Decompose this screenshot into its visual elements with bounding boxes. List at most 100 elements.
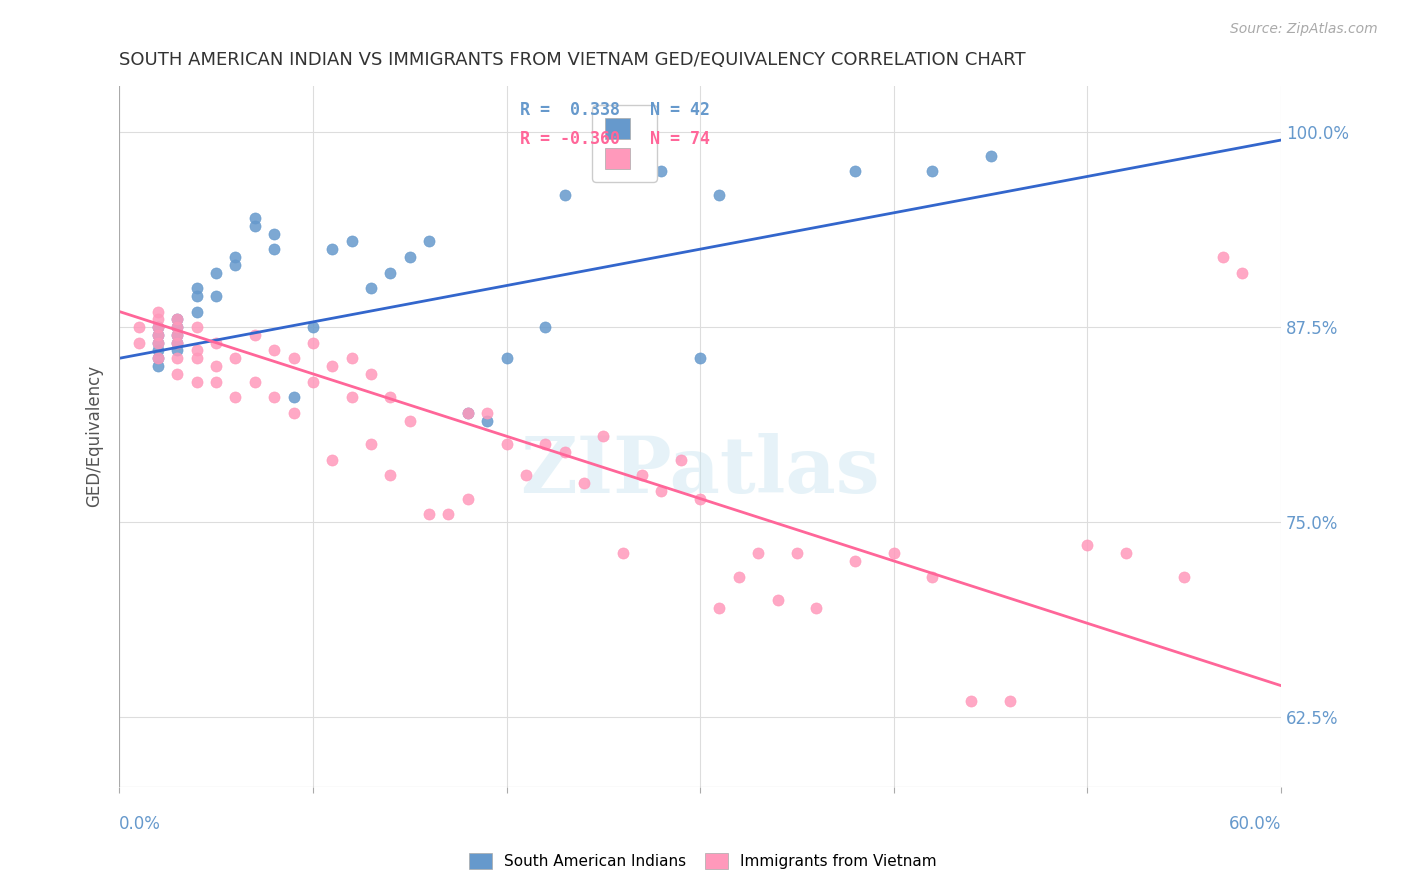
Point: [727, 569, 749, 583]
Point: [554, 187, 576, 202]
Point: [921, 164, 943, 178]
Point: [360, 437, 382, 451]
Point: [186, 304, 208, 318]
Point: [495, 351, 517, 366]
Text: ZIPatlas: ZIPatlas: [520, 434, 880, 509]
Point: [166, 343, 188, 358]
Point: [321, 359, 343, 373]
Point: [283, 406, 305, 420]
Point: [398, 414, 420, 428]
Point: [224, 390, 246, 404]
Point: [166, 335, 188, 350]
Point: [243, 219, 266, 233]
Point: [980, 149, 1002, 163]
Point: [418, 235, 440, 249]
Point: [166, 335, 188, 350]
Point: [166, 320, 188, 334]
Point: [166, 312, 188, 326]
Point: [340, 351, 363, 366]
Point: [689, 351, 711, 366]
Point: [592, 429, 614, 443]
Point: [146, 351, 169, 366]
Y-axis label: GED/Equivalency: GED/Equivalency: [86, 365, 103, 508]
Point: [205, 266, 228, 280]
Point: [709, 187, 731, 202]
Point: [146, 343, 169, 358]
Point: [166, 327, 188, 342]
Point: [283, 390, 305, 404]
Point: [186, 281, 208, 295]
Point: [166, 367, 188, 381]
Point: [572, 475, 595, 490]
Point: [360, 281, 382, 295]
Point: [186, 375, 208, 389]
Point: [263, 227, 285, 241]
Legend: South American Indians, Immigrants from Vietnam: South American Indians, Immigrants from …: [463, 847, 943, 875]
Point: [146, 320, 169, 334]
Point: [146, 335, 169, 350]
Point: [534, 320, 557, 334]
Text: Source: ZipAtlas.com: Source: ZipAtlas.com: [1230, 22, 1378, 37]
Text: 60.0%: 60.0%: [1229, 815, 1281, 833]
Point: [380, 468, 402, 483]
Point: [340, 390, 363, 404]
Point: [224, 250, 246, 264]
Point: [457, 406, 479, 420]
Point: [1212, 250, 1234, 264]
Point: [128, 335, 150, 350]
Point: [321, 242, 343, 256]
Point: [263, 242, 285, 256]
Point: [669, 452, 692, 467]
Point: [205, 359, 228, 373]
Point: [186, 320, 208, 334]
Point: [224, 258, 246, 272]
Point: [786, 546, 808, 560]
Point: [146, 312, 169, 326]
Point: [302, 320, 325, 334]
Text: 0.0%: 0.0%: [120, 815, 162, 833]
Point: [709, 600, 731, 615]
Text: R =  0.338   N = 42: R = 0.338 N = 42: [520, 101, 710, 119]
Point: [883, 546, 905, 560]
Point: [418, 507, 440, 521]
Point: [146, 304, 169, 318]
Point: [650, 164, 672, 178]
Point: [844, 554, 866, 568]
Point: [243, 211, 266, 225]
Point: [1173, 569, 1195, 583]
Point: [166, 320, 188, 334]
Point: [960, 694, 983, 708]
Point: [437, 507, 460, 521]
Point: [186, 343, 208, 358]
Point: [146, 359, 169, 373]
Point: [128, 320, 150, 334]
Point: [146, 320, 169, 334]
Point: [186, 289, 208, 303]
Point: [380, 390, 402, 404]
Point: [380, 266, 402, 280]
Point: [1232, 266, 1254, 280]
Point: [1076, 538, 1098, 552]
Point: [186, 351, 208, 366]
Point: [631, 164, 654, 178]
Point: [554, 445, 576, 459]
Point: [205, 289, 228, 303]
Point: [263, 390, 285, 404]
Point: [224, 351, 246, 366]
Point: [321, 452, 343, 467]
Point: [146, 351, 169, 366]
Point: [302, 335, 325, 350]
Point: [534, 437, 557, 451]
Point: [631, 468, 654, 483]
Point: [340, 235, 363, 249]
Point: [844, 164, 866, 178]
Point: [283, 351, 305, 366]
Point: [475, 414, 498, 428]
Point: [243, 327, 266, 342]
Point: [457, 491, 479, 506]
Text: R = -0.360   N = 74: R = -0.360 N = 74: [520, 130, 710, 148]
Point: [921, 569, 943, 583]
Point: [243, 375, 266, 389]
Point: [766, 593, 789, 607]
Point: [263, 343, 285, 358]
